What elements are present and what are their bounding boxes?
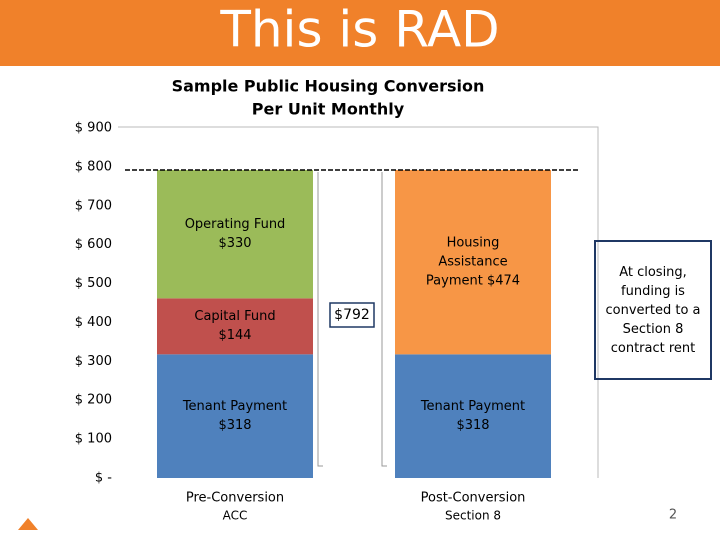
- bracket: [317, 172, 323, 467]
- bar-segment: [395, 170, 551, 355]
- x-sublabel: ACC: [223, 509, 248, 523]
- data-label: Tenant Payment $318: [182, 399, 288, 434]
- y-tick-label: $ 600: [75, 237, 112, 252]
- data-label: Operating Fund $330: [184, 217, 286, 252]
- y-tick-label: $ 300: [75, 354, 112, 369]
- data-label: Tenant Payment $318: [420, 399, 526, 434]
- chart-title: Per Unit Monthly: [252, 100, 405, 119]
- chart-title: Sample Public Housing Conversion: [172, 77, 485, 96]
- callout: At closing, funding is converted to a Se…: [594, 240, 712, 380]
- data-label: Capital Fund $144: [194, 309, 276, 344]
- bar-segment: [157, 354, 313, 478]
- y-tick-label: $ 100: [75, 432, 112, 447]
- x-tick-label: Post-Conversion: [421, 491, 526, 506]
- y-tick-label: $ -: [95, 471, 112, 486]
- x-tick-label: Pre-Conversion: [186, 491, 284, 506]
- slide-title: This is RAD: [219, 1, 499, 59]
- bracket: [381, 172, 387, 467]
- reference-label: $792: [334, 307, 370, 323]
- y-tick-label: $ 900: [75, 121, 112, 136]
- bar-segment: [157, 298, 313, 355]
- plot-frame: [118, 126, 599, 478]
- bar-segment: [157, 170, 313, 299]
- y-tick-label: $ 500: [75, 276, 112, 291]
- y-tick-label: $ 200: [75, 393, 112, 408]
- page-number: 2: [669, 508, 677, 523]
- y-tick-label: $ 700: [75, 198, 112, 213]
- data-label: Housing Assistance Payment $474: [425, 235, 521, 289]
- y-tick-label: $ 800: [75, 159, 112, 174]
- y-tick-label: $ 400: [75, 315, 112, 330]
- logo-icon: [18, 518, 38, 530]
- reference-label-box: [329, 302, 375, 328]
- bar-segment: [395, 354, 551, 478]
- header-band: [0, 0, 720, 66]
- x-sublabel: Section 8: [445, 509, 501, 523]
